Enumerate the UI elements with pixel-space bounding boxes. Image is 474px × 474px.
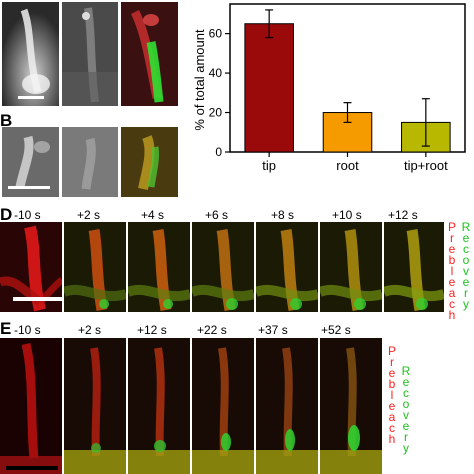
panel-b-gray-image-2 <box>62 127 118 197</box>
y-tick-label: 40 <box>209 66 223 80</box>
e-frame <box>192 338 254 474</box>
d-time-label: +12 s <box>388 208 418 222</box>
y-tick-label: 60 <box>209 27 223 41</box>
d-frame <box>320 222 382 312</box>
panel-d-label: D <box>0 205 13 224</box>
panel-a-gray-image-2 <box>62 2 118 106</box>
d-time-label: +2 s <box>77 208 101 222</box>
d-frame <box>256 222 318 312</box>
e-time-label: +22 s <box>197 323 227 337</box>
e-time-label: +52 s <box>321 323 351 337</box>
panel-a-merge-image <box>121 2 178 106</box>
e-frame <box>320 338 382 474</box>
d-time-label: -10 s <box>14 208 41 222</box>
d-frame <box>192 222 254 312</box>
y-axis-label: % of total amount <box>192 29 207 131</box>
panel-b-merge-image <box>121 127 178 197</box>
x-tick-label: tip <box>262 158 276 173</box>
bar <box>244 23 294 153</box>
x-tick-label: tip+root <box>404 158 448 173</box>
e-time-label: +2 s <box>78 323 102 337</box>
bar-chart: % of total amount 0 20 40 60 tip root tip+root <box>180 0 472 200</box>
e-time-label: -10 s <box>14 323 41 337</box>
panel-a-scale-bar <box>18 96 44 99</box>
e-time-label: +12 s <box>137 323 167 337</box>
d-time-label: +10 s <box>332 208 362 222</box>
d-time-label: +4 s <box>141 208 165 222</box>
panel-e-scale-bar <box>6 466 58 470</box>
panel-b-label: B <box>0 111 13 130</box>
d-time-label: +6 s <box>205 208 229 222</box>
panel-a-gray-image-1 <box>2 2 59 106</box>
d-time-label: +8 s <box>271 208 295 222</box>
panel-d-scale-bar <box>13 297 97 301</box>
e-frame <box>64 338 126 474</box>
y-tick-label: 0 <box>215 145 222 159</box>
d-frame <box>384 222 444 312</box>
panel-b-scale-bar <box>8 186 50 189</box>
e-time-label: +37 s <box>258 323 288 337</box>
panel-e-label: E <box>0 319 12 338</box>
e-frame <box>256 338 318 474</box>
e-frame <box>128 338 190 474</box>
y-tick-label: 20 <box>209 106 223 120</box>
x-tick-label: root <box>336 158 359 173</box>
d-frame <box>64 222 126 312</box>
d-frame <box>128 222 190 312</box>
e-frame-prebleach <box>0 338 62 474</box>
panel-b-gray-image-1 <box>2 127 59 197</box>
